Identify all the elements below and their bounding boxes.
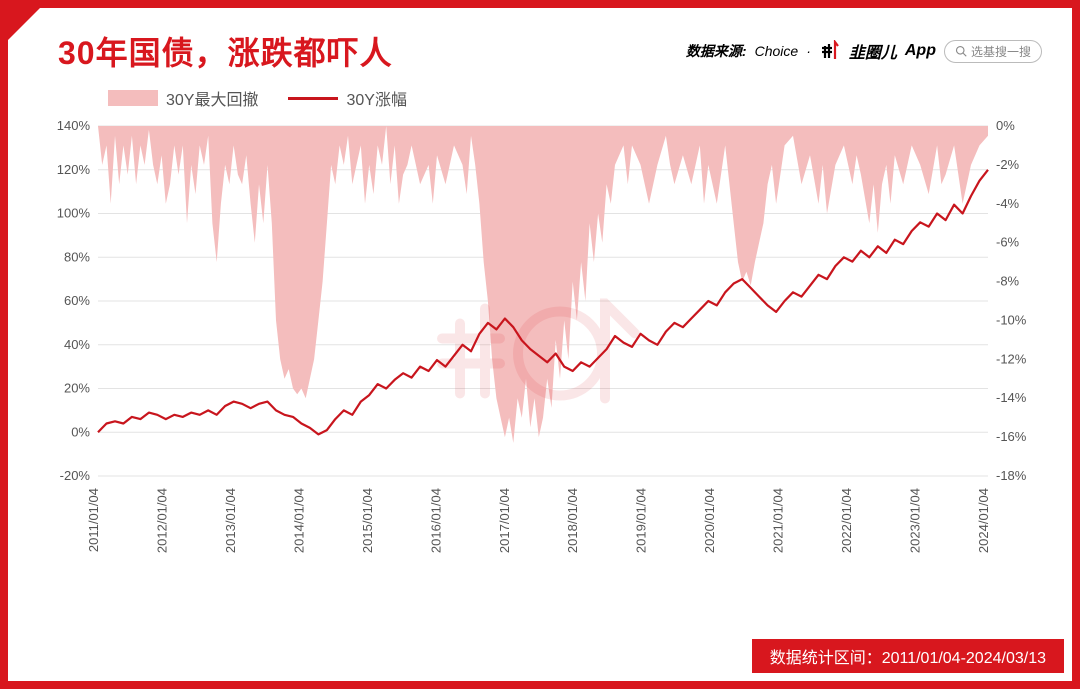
svg-text:-8%: -8% (996, 274, 1020, 289)
svg-text:-10%: -10% (996, 312, 1027, 327)
source-brand-logo (819, 40, 841, 62)
svg-text:-4%: -4% (996, 196, 1020, 211)
svg-text:40%: 40% (64, 337, 90, 352)
svg-text:-12%: -12% (996, 351, 1027, 366)
legend-label-line: 30Y涨幅 (346, 86, 406, 110)
source-label: 数据来源: (686, 41, 747, 61)
search-placeholder: 选基搜一搜 (971, 43, 1031, 60)
svg-text:-2%: -2% (996, 157, 1020, 172)
svg-text:2019/01/04: 2019/01/04 (634, 488, 649, 553)
svg-text:2015/01/04: 2015/01/04 (360, 488, 375, 553)
svg-text:-20%: -20% (60, 468, 91, 483)
svg-text:2018/01/04: 2018/01/04 (565, 488, 580, 553)
svg-text:0%: 0% (996, 118, 1015, 133)
svg-text:100%: 100% (57, 206, 91, 221)
footer-bar: 数据统计区间：2011/01/04-2024/03/13 (752, 639, 1064, 673)
legend-item-area: 30Y最大回撤 (108, 86, 258, 110)
svg-text:2011/01/04: 2011/01/04 (86, 488, 101, 552)
svg-text:2024/01/04: 2024/01/04 (976, 488, 991, 553)
svg-text:-16%: -16% (996, 429, 1027, 444)
svg-text:2013/01/04: 2013/01/04 (223, 488, 238, 553)
watermark-logo (430, 299, 650, 414)
source-app: App (905, 42, 936, 60)
svg-text:2016/01/04: 2016/01/04 (428, 488, 443, 553)
svg-text:2020/01/04: 2020/01/04 (702, 488, 717, 553)
legend-item-line: 30Y涨幅 (288, 86, 406, 110)
svg-text:2012/01/04: 2012/01/04 (154, 488, 169, 553)
source-row: 数据来源: Choice · 韭圈儿 App 选基搜一搜 (686, 39, 1042, 63)
search-icon (955, 45, 967, 57)
svg-text:20%: 20% (64, 381, 90, 396)
chart-title: 30年国债，涨跌都吓人 (58, 28, 393, 74)
svg-text:140%: 140% (57, 118, 91, 133)
svg-text:-14%: -14% (996, 390, 1027, 405)
legend-swatch-line (288, 97, 338, 100)
legend: 30Y最大回撤 30Y涨幅 (8, 74, 1072, 116)
svg-text:2017/01/04: 2017/01/04 (497, 488, 512, 553)
svg-text:0%: 0% (71, 424, 90, 439)
corner-flag (4, 4, 44, 44)
search-input[interactable]: 选基搜一搜 (944, 40, 1042, 63)
svg-text:80%: 80% (64, 249, 90, 264)
source-brand-text: 韭圈儿 (849, 39, 897, 63)
svg-text:2023/01/04: 2023/01/04 (908, 488, 923, 553)
svg-text:-18%: -18% (996, 468, 1027, 483)
svg-text:60%: 60% (64, 293, 90, 308)
source-name: Choice (755, 43, 799, 59)
source-dot: · (806, 43, 811, 59)
legend-label-area: 30Y最大回撤 (166, 86, 258, 110)
svg-text:2022/01/04: 2022/01/04 (839, 488, 854, 553)
legend-swatch-area (108, 90, 158, 106)
svg-text:120%: 120% (57, 162, 91, 177)
svg-text:-6%: -6% (996, 235, 1020, 250)
svg-text:2021/01/04: 2021/01/04 (771, 488, 786, 553)
svg-text:2014/01/04: 2014/01/04 (291, 488, 306, 553)
